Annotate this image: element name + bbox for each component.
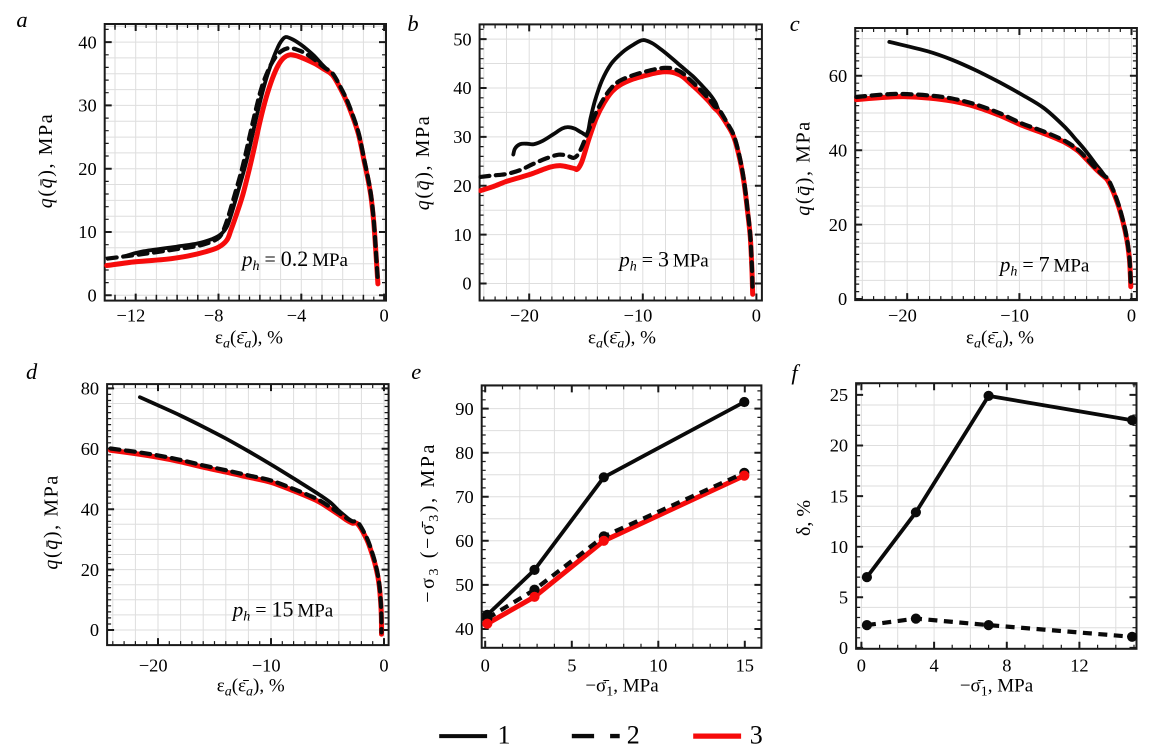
svg-text:a: a <box>16 7 27 32</box>
svg-text:10: 10 <box>453 225 471 245</box>
svg-text:90: 90 <box>455 399 473 419</box>
svg-text:−σ3 (−σ̄3), MPa: −σ3 (−σ̄3), MPa <box>417 442 442 603</box>
svg-text:−20: −20 <box>139 656 168 676</box>
svg-text:80: 80 <box>81 379 99 399</box>
svg-text:ph = 7 MPa: ph = 7 MPa <box>998 252 1090 280</box>
svg-text:q(q̄), MPa: q(q̄), MPa <box>41 474 63 570</box>
svg-text:5: 5 <box>567 656 576 676</box>
svg-text:e: e <box>411 359 421 384</box>
svg-text:2: 2 <box>627 721 640 750</box>
svg-text:5: 5 <box>839 588 848 608</box>
svg-text:q(q̄), MPa: q(q̄), MPa <box>792 120 814 216</box>
svg-text:0: 0 <box>87 286 96 306</box>
svg-text:40: 40 <box>453 78 471 98</box>
svg-text:−10: −10 <box>624 306 653 326</box>
svg-text:−σ̄1, MPa: −σ̄1, MPa <box>585 676 659 700</box>
svg-text:−20: −20 <box>510 306 539 326</box>
svg-text:1: 1 <box>498 721 511 750</box>
svg-text:25: 25 <box>830 385 848 405</box>
svg-text:40: 40 <box>78 32 96 52</box>
svg-text:−4: −4 <box>287 306 307 326</box>
svg-text:0: 0 <box>90 620 99 640</box>
svg-text:0: 0 <box>379 306 388 326</box>
svg-text:10: 10 <box>830 537 848 557</box>
svg-text:0: 0 <box>1127 306 1136 326</box>
svg-text:0: 0 <box>379 656 388 676</box>
svg-text:−10: −10 <box>252 656 281 676</box>
svg-text:0: 0 <box>839 638 848 658</box>
svg-text:0: 0 <box>838 289 847 309</box>
svg-text:60: 60 <box>455 531 473 551</box>
svg-text:70: 70 <box>455 487 473 507</box>
svg-text:20: 20 <box>78 159 96 179</box>
svg-text:f: f <box>791 360 800 385</box>
svg-text:30: 30 <box>453 127 471 147</box>
svg-text:q(q̄), MPa: q(q̄), MPa <box>35 113 57 209</box>
svg-text:ph = 3 MPa: ph = 3 MPa <box>617 247 709 275</box>
svg-text:0: 0 <box>752 306 761 326</box>
svg-text:0: 0 <box>857 656 866 676</box>
svg-text:−10: −10 <box>1000 306 1029 326</box>
svg-text:c: c <box>790 11 800 36</box>
svg-text:15: 15 <box>830 486 848 506</box>
svg-text:20: 20 <box>453 176 471 196</box>
svg-text:20: 20 <box>830 436 848 456</box>
svg-text:40: 40 <box>455 619 473 639</box>
svg-text:ph = 0.2 MPa: ph = 0.2 MPa <box>240 246 349 274</box>
svg-text:40: 40 <box>829 140 847 160</box>
svg-text:60: 60 <box>81 439 99 459</box>
svg-text:10: 10 <box>78 222 96 242</box>
svg-text:50: 50 <box>455 575 473 595</box>
svg-text:20: 20 <box>81 560 99 580</box>
svg-text:d: d <box>26 359 38 384</box>
svg-text:εa(ε̄a), %: εa(ε̄a), % <box>215 328 283 352</box>
svg-text:εa(ε̄a), %: εa(ε̄a), % <box>217 675 285 699</box>
svg-text:3: 3 <box>750 721 763 750</box>
svg-text:80: 80 <box>455 443 473 463</box>
svg-text:b: b <box>407 11 418 36</box>
svg-text:15: 15 <box>736 656 754 676</box>
svg-text:20: 20 <box>829 215 847 235</box>
svg-text:10: 10 <box>649 656 667 676</box>
svg-text:q(q̄), MPa: q(q̄), MPa <box>412 115 434 211</box>
svg-text:0: 0 <box>481 656 490 676</box>
svg-text:−20: −20 <box>888 306 917 326</box>
svg-text:8: 8 <box>1002 656 1011 676</box>
svg-text:4: 4 <box>929 656 938 676</box>
svg-text:60: 60 <box>829 66 847 86</box>
svg-text:−8: −8 <box>204 306 224 326</box>
svg-text:0: 0 <box>462 274 471 294</box>
svg-text:−σ̄1, MPa: −σ̄1, MPa <box>960 676 1034 700</box>
svg-text:30: 30 <box>78 96 96 116</box>
svg-text:ph = 15 MPa: ph = 15 MPa <box>231 597 334 625</box>
svg-text:50: 50 <box>453 29 471 49</box>
svg-text:δ, %: δ, % <box>793 500 815 536</box>
svg-text:−12: −12 <box>117 306 146 326</box>
svg-text:12: 12 <box>1070 656 1088 676</box>
svg-text:40: 40 <box>81 499 99 519</box>
